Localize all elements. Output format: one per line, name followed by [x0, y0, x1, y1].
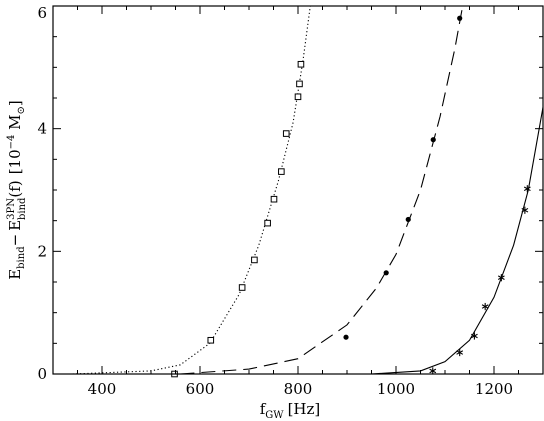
y-label-e2-sub: bind — [17, 197, 28, 220]
dashed-series-line — [180, 9, 463, 375]
star-arm — [481, 304, 489, 309]
y-tick-label: 4 — [37, 120, 47, 138]
dot-point — [430, 137, 436, 143]
star-arm — [429, 368, 437, 374]
dotted-series-line — [72, 5, 311, 375]
star-arm — [523, 186, 531, 192]
star-arm — [497, 275, 505, 280]
dot-point — [457, 15, 463, 21]
solid-series-line — [371, 107, 544, 375]
plot-area — [72, 5, 544, 378]
y-label-e1-sub: bind — [16, 246, 27, 269]
axis-ticks: 400 600 800 1000 1200 0 2 4 6 — [37, 4, 544, 398]
y-tick-label: 6 — [37, 4, 47, 22]
y-label-e2-sup: 3PN — [6, 198, 17, 220]
star-point — [429, 367, 437, 375]
x-tick-label: 600 — [186, 380, 215, 398]
y-tick-label: 2 — [37, 242, 47, 260]
dot-point — [383, 270, 389, 276]
square-point — [282, 130, 290, 137]
x-axis-label-unit: [Hz] — [288, 400, 321, 418]
square-point — [278, 168, 285, 175]
dot-point — [343, 334, 349, 340]
x-axis-label-main: f — [260, 400, 267, 418]
x-tick-label: 400 — [88, 380, 117, 398]
square-point — [296, 80, 303, 88]
x-tick-label: 1200 — [475, 380, 513, 398]
x-tick-label: 1000 — [377, 380, 415, 398]
square-point — [238, 284, 246, 291]
square-point — [294, 93, 302, 101]
square-point — [251, 256, 258, 264]
square-point — [297, 60, 305, 68]
star-arm — [456, 350, 464, 355]
y-label-unit-close: ] — [6, 100, 24, 106]
dot-point — [405, 216, 411, 223]
star-point — [471, 332, 478, 340]
y-label-e2: E — [6, 220, 24, 231]
star-arm — [521, 207, 529, 213]
y-label-unit-prefix: [10 — [6, 149, 24, 174]
star-point — [523, 185, 531, 193]
y-label-unit-sub: ⊙ — [16, 106, 27, 114]
y-label-minus: − — [6, 234, 24, 247]
square-point — [270, 195, 278, 203]
y-axis-label: Ebind−E3PNbind(f)[10−4 M⊙] — [6, 100, 28, 280]
star-point — [521, 206, 529, 214]
y-label-unit-main: M — [6, 114, 24, 134]
y-tick-label: 0 — [37, 365, 47, 383]
star-point — [497, 274, 505, 282]
star-point — [456, 348, 464, 357]
y-label-unit-exp: −4 — [6, 135, 17, 150]
star-arm — [471, 333, 478, 339]
star-point — [481, 302, 489, 311]
y-label-e1: E — [6, 269, 24, 280]
square-point — [207, 336, 215, 344]
square-point — [264, 219, 271, 227]
x-tick-label: 800 — [284, 380, 313, 398]
y-label-e2-arg: (f) — [6, 180, 24, 197]
x-axis-label-sub: GW — [265, 410, 284, 421]
x-axis-label: fGW [Hz] — [260, 400, 321, 421]
